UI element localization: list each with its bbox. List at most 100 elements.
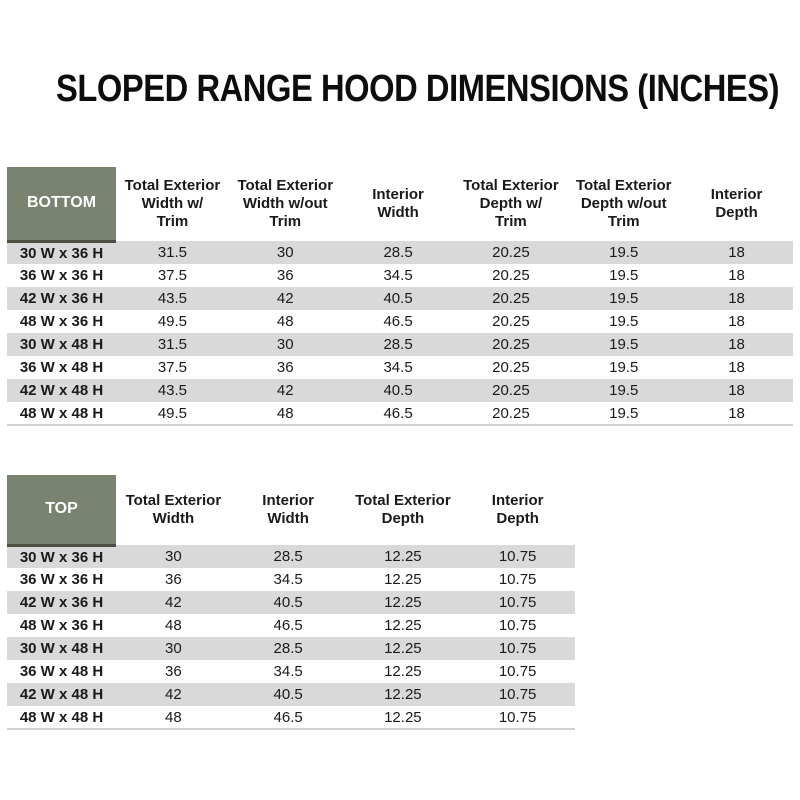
column-header: Interior Depth: [460, 475, 575, 545]
row-label: 36 W x 36 H: [19, 267, 104, 284]
row-label: 42 W x 36 H: [19, 290, 104, 307]
dimension-value: 30: [276, 244, 294, 261]
column-header: Interior Depth: [680, 167, 793, 241]
dimension-value: 20.25: [492, 290, 530, 307]
row-label: 30 W x 36 H: [19, 244, 104, 262]
dimension-value: 20.25: [492, 267, 530, 284]
dimension-value: 10.75: [498, 617, 537, 634]
dimension-value: 28.5: [273, 640, 303, 657]
table-row: 36 W x 48 H 37.5 36 34.5 20.25 19.5 18: [7, 356, 793, 379]
dimension-value: 40.5: [383, 382, 413, 399]
column-header: Total Exterior Depth w/ Trim: [454, 167, 568, 241]
dimension-value: 28.5: [383, 336, 413, 353]
row-label: 48 W x 48 H: [19, 404, 104, 422]
row-label: 30 W x 48 H: [19, 336, 104, 353]
dimension-value: 42: [276, 382, 294, 399]
dimension-value: 10.75: [498, 548, 537, 565]
dimension-value: 36: [276, 359, 294, 376]
column-header: Total Exterior Width w/out Trim: [228, 167, 342, 241]
dimension-value: 18: [728, 290, 745, 307]
dimension-value: 20.25: [492, 313, 530, 330]
table-row: 48 W x 36 H 48 46.5 12.25 10.75: [7, 614, 575, 637]
dimension-value: 18: [728, 359, 745, 376]
dimension-value: 20.25: [492, 404, 530, 422]
dimension-value: 46.5: [273, 617, 303, 634]
dimension-value: 12.25: [384, 571, 422, 588]
column-header: Total Exterior Depth w/out Trim: [567, 167, 681, 241]
top-header-row: TOP Total Exterior Width Interior Width Tot…: [7, 475, 575, 547]
dimension-value: 43.5: [157, 382, 188, 399]
dimension-value: 31.5: [157, 244, 188, 261]
dimension-value: 10.75: [498, 663, 537, 680]
column-header: Interior Width: [341, 167, 455, 241]
dimension-value: 36: [276, 267, 294, 284]
dimension-value: 34.5: [273, 571, 303, 588]
row-label: 36 W x 48 H: [19, 359, 104, 376]
dimension-value: 42: [165, 686, 182, 703]
table-row: 42 W x 48 H 43.5 42 40.5 20.25 19.5 18: [7, 379, 793, 402]
dimension-value: 28.5: [273, 548, 303, 565]
table-row: 30 W x 48 H 30 28.5 12.25 10.75: [7, 637, 575, 660]
dimension-value: 46.5: [383, 404, 413, 422]
dimension-value: 10.75: [498, 708, 537, 726]
dimension-value: 42: [165, 594, 182, 611]
row-label: 42 W x 48 H: [19, 382, 104, 399]
row-label: 36 W x 48 H: [19, 663, 104, 680]
dimension-value: 19.5: [609, 313, 639, 330]
bottom-table-body: 30 W x 36 H 31.5 30 28.5 20.25 19.5 18 36 W x 3…: [7, 241, 793, 425]
dimension-value: 40.5: [383, 290, 413, 307]
dimension-value: 12.25: [384, 640, 422, 657]
dimension-value: 19.5: [609, 359, 639, 376]
row-label: 36 W x 36 H: [19, 571, 104, 588]
dimension-value: 19.5: [609, 404, 639, 422]
table-row: 30 W x 36 H 30 28.5 12.25 10.75: [7, 545, 575, 568]
dimension-value: 19.5: [609, 382, 639, 399]
dimension-value: 18: [728, 336, 745, 353]
dimension-value: 18: [728, 404, 745, 422]
table-row: 36 W x 36 H 36 34.5 12.25 10.75: [7, 568, 575, 591]
dimension-value: 37.5: [157, 359, 188, 376]
table-corner-label: BOTTOM: [7, 167, 116, 243]
column-header: Total Exterior Depth: [345, 475, 461, 545]
dimension-value: 36: [165, 571, 182, 588]
row-label: 42 W x 36 H: [19, 594, 104, 611]
table-row: 42 W x 36 H 43.5 42 40.5 20.25 19.5 18: [7, 287, 793, 310]
row-label: 30 W x 48 H: [19, 640, 104, 657]
table-row: 42 W x 36 H 42 40.5 12.25 10.75: [7, 591, 575, 614]
dimension-value: 36: [165, 663, 182, 680]
page-title: SLOPED RANGE HOOD DIMENSIONS (INCHES): [56, 68, 780, 110]
dimension-value: 10.75: [498, 571, 537, 588]
dimension-value: 19.5: [609, 336, 639, 353]
dimension-value: 34.5: [273, 663, 303, 680]
table-row: 48 W x 48 H 48 46.5 12.25 10.75: [7, 706, 575, 729]
dimension-value: 12.25: [384, 548, 422, 565]
dimension-value: 18: [728, 313, 745, 330]
dimension-value: 12.25: [384, 708, 422, 726]
dimension-value: 48: [276, 313, 294, 330]
row-label: 42 W x 48 H: [19, 686, 104, 703]
table-row: 30 W x 48 H 31.5 30 28.5 20.25 19.5 18: [7, 333, 793, 356]
dimension-value: 18: [728, 382, 745, 399]
table-row: 48 W x 36 H 49.5 48 46.5 20.25 19.5 18: [7, 310, 793, 333]
dimension-value: 40.5: [273, 594, 303, 611]
dimension-value: 18: [728, 244, 745, 261]
row-label: 48 W x 48 H: [19, 708, 104, 726]
dimension-value: 19.5: [609, 244, 639, 261]
table-row: 36 W x 48 H 36 34.5 12.25 10.75: [7, 660, 575, 683]
dimension-value: 20.25: [492, 382, 530, 399]
dimension-value: 12.25: [384, 686, 422, 703]
dimension-value: 10.75: [498, 686, 537, 703]
dimension-value: 19.5: [609, 267, 639, 284]
table-row: 30 W x 36 H 31.5 30 28.5 20.25 19.5 18: [7, 241, 793, 264]
dimension-value: 48: [276, 404, 294, 422]
dimension-value: 10.75: [498, 640, 537, 657]
dimension-value: 28.5: [383, 244, 413, 261]
bottom-dimensions-table: BOTTOM Total Exterior Width w/ Trim Total …: [7, 167, 793, 426]
dimension-value: 34.5: [383, 359, 413, 376]
dimension-value: 48: [165, 708, 182, 726]
dimension-value: 48: [165, 617, 182, 634]
dimension-value: 30: [165, 640, 182, 657]
row-label: 48 W x 36 H: [19, 313, 104, 330]
table-row: 48 W x 48 H 49.5 48 46.5 20.25 19.5 18: [7, 402, 793, 425]
table-corner-label: TOP: [7, 475, 116, 547]
